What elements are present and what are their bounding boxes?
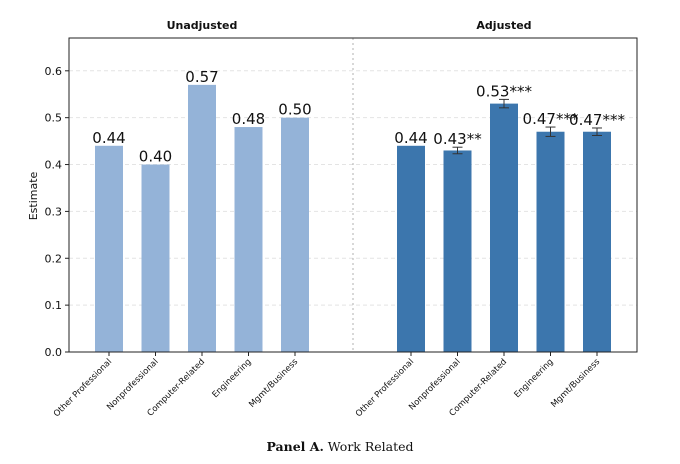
group-title: Unadjusted [167,19,238,32]
y-tick-label: 0.4 [45,159,63,172]
group-titles: Unadjusted Adjusted [167,19,532,32]
x-tick-label: Engineering [210,357,253,400]
bar [397,145,425,352]
bar [583,131,611,352]
y-tick-label: 0.2 [45,252,63,265]
caption-text: Work Related [327,439,414,454]
y-tick-label: 0.1 [45,299,63,312]
x-tick-label: Other Professional [52,357,114,419]
y-tick-label: 0.6 [45,65,63,78]
figure-caption: Panel A. Work Related [0,439,680,454]
error-bars [452,98,602,155]
bar [141,164,170,352]
y-tick-label: 0.0 [45,346,63,359]
value-label: 0.43** [433,130,482,148]
bar [95,145,123,352]
bar [443,150,472,352]
value-label: 0.47*** [523,110,579,128]
value-label: 0.48 [232,110,265,128]
bars [95,84,611,353]
value-label: 0.57 [185,68,218,86]
value-label: 0.47*** [569,111,625,129]
x-axis-ticks: Other ProfessionalNonprofessionalCompute… [52,352,603,419]
bar [536,131,565,352]
x-tick-label: Other Professional [354,357,416,419]
x-tick-label: Engineering [512,357,555,400]
value-label: 0.53*** [476,82,532,100]
value-label: 0.44 [92,129,125,147]
bar [234,127,263,353]
caption-panel: Panel A. [266,439,324,454]
y-tick-label: 0.3 [45,205,63,218]
group-title: Adjusted [476,19,531,32]
y-tick-label: 0.5 [45,112,63,125]
x-tick-label: Mgmt/Business [549,357,602,410]
plot-frame [68,37,638,353]
y-axis-ticks: 0.0 0.1 0.2 0.3 0.4 0.5 0.6 [45,65,69,359]
bar [188,84,216,353]
value-label: 0.50 [278,101,311,119]
value-label: 0.44 [394,129,427,147]
y-axis-label: Estimate [27,171,40,220]
bar [281,117,309,353]
bar [490,103,518,352]
x-tick-label: Mgmt/Business [247,357,300,410]
value-label: 0.40 [139,148,172,166]
value-labels: 0.44 0.40 0.57 0.48 0.50 0.44 0.43** 0.53*** 0.4… [92,68,625,166]
